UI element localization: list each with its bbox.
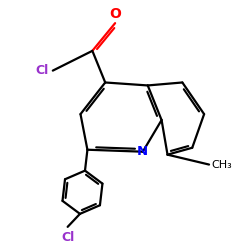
Text: N: N <box>137 145 148 158</box>
Text: Cl: Cl <box>36 64 49 77</box>
Text: CH₃: CH₃ <box>212 160 232 170</box>
Text: Cl: Cl <box>61 230 74 243</box>
Text: O: O <box>109 7 121 21</box>
